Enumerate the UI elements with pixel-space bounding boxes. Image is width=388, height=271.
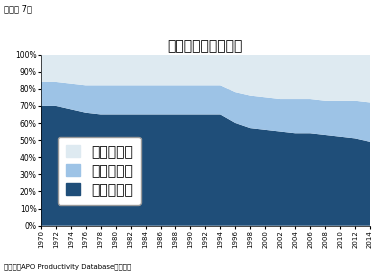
- Title: 産業別の就業者割合: 産業別の就業者割合: [168, 39, 243, 53]
- Legend: 第三次産業, 第二次産業, 第一次産業: 第三次産業, 第二次産業, 第一次産業: [57, 137, 141, 205]
- Text: （図表 7）: （図表 7）: [4, 4, 32, 13]
- Text: （資料）APO Productivity Databaseより作成: （資料）APO Productivity Databaseより作成: [4, 263, 131, 270]
